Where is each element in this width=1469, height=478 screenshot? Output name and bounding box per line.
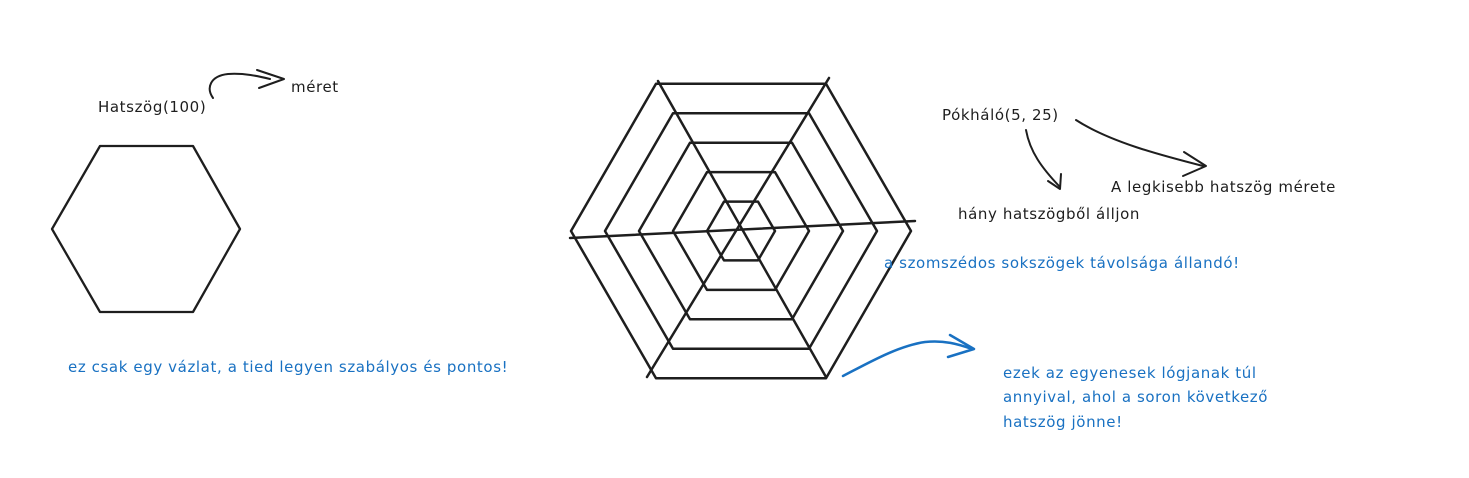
distance-note: a szomszédos sokszögek távolsága állandó… xyxy=(884,254,1240,272)
size-arrowhead xyxy=(256,69,285,89)
size-arrow xyxy=(208,72,271,99)
web-ring-2 xyxy=(671,170,811,292)
web-ring-1 xyxy=(705,200,777,262)
web-explanation: Pókháló(5, 25) hány hatszögből álljon A … xyxy=(942,106,1336,223)
web-ring-3 xyxy=(637,141,845,321)
web-spoke-diagonal-down xyxy=(656,79,828,379)
overhang-note-line-3: hatszög jönne! xyxy=(1003,413,1123,431)
web-call-label: Pókháló(5, 25) xyxy=(942,106,1059,124)
hexagon-call-label: Hatszög(100) xyxy=(98,98,206,116)
sketch-note: ez csak egy vázlat, a tied legyen szabál… xyxy=(68,358,508,376)
overhang-note-line-1: ezek az egyenesek lógjanak túl xyxy=(1003,364,1257,382)
web-ring-4 xyxy=(603,111,879,351)
overhang-arrowhead xyxy=(946,333,976,359)
hexagon-shape xyxy=(50,144,242,314)
count-arrow xyxy=(1025,129,1060,187)
spider-web xyxy=(568,76,917,380)
web-spoke-diagonal-up xyxy=(645,76,831,379)
smallest-label: A legkisebb hatszög mérete xyxy=(1111,178,1336,196)
smallest-arrow xyxy=(1075,119,1204,167)
web-ring-5 xyxy=(569,82,913,380)
overhang-note-line-2: annyival, ahol a soron következő xyxy=(1003,388,1268,406)
smallest-arrowhead xyxy=(1182,151,1207,177)
count-arrowhead xyxy=(1047,173,1062,190)
overhang-note: ezek az egyenesek lógjanak túl annyival,… xyxy=(1003,364,1268,431)
hexagon-example: Hatszög(100) méret xyxy=(50,69,339,314)
overhang-arrow xyxy=(841,340,974,378)
count-label: hány hatszögből álljon xyxy=(958,205,1140,223)
size-label: méret xyxy=(291,78,339,96)
